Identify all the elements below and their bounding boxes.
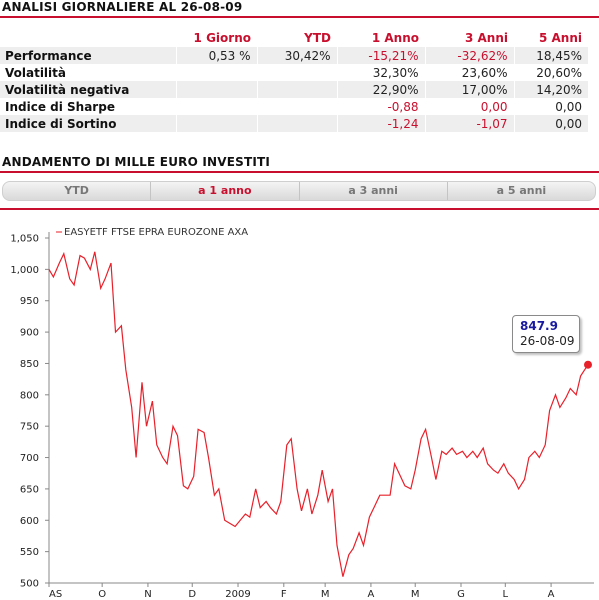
x-tick-label: O <box>98 589 106 600</box>
y-tick-label: 1,000 <box>10 265 39 276</box>
cell-ytd <box>256 115 337 132</box>
cell-3-anni: -32,62% <box>424 47 514 64</box>
row-performance: Performance 0,53 % 30,42% -15,21% -32,62… <box>0 47 588 64</box>
y-tick-label: 1,050 <box>10 234 39 245</box>
cell-1-anno: 22,90% <box>336 81 425 98</box>
col-1-anno: 1 Anno <box>371 31 419 45</box>
cell-1-anno: -1,24 <box>336 115 425 132</box>
series-line <box>48 251 589 577</box>
analysis-table: 1 Giorno YTD 1 Anno 3 Anni 5 Anni Perfor… <box>0 29 588 132</box>
cell-1-giorno: 0,53 % <box>175 47 257 64</box>
x-tick-label: L <box>503 589 509 600</box>
cell-ytd: 30,42% <box>256 47 337 64</box>
cell-1-giorno <box>175 98 257 115</box>
cell-1-giorno <box>175 81 257 98</box>
cell-5-anni: 14,20% <box>513 81 588 98</box>
y-tick-label: 500 <box>20 579 39 590</box>
tab-5-anni[interactable]: a 5 anni <box>496 184 547 197</box>
x-tick-label: 2009 <box>225 589 250 600</box>
tabs-rule <box>0 208 599 210</box>
x-tick-label: M <box>321 589 330 600</box>
y-tick-label: 900 <box>20 328 39 339</box>
row-label: Volatilità <box>5 65 66 80</box>
cell-ytd <box>256 81 337 98</box>
y-tick-label: 850 <box>20 359 39 370</box>
row-volatilita: Volatilità 32,30% 23,60% 20,60% <box>0 64 588 81</box>
x-tick-label: N <box>144 589 151 600</box>
cell-3-anni: 23,60% <box>424 64 514 81</box>
analysis-header-empty <box>0 29 176 47</box>
cell-1-anno: -0,88 <box>336 98 425 115</box>
x-tick-label: AS <box>49 589 62 600</box>
value-tooltip: 847.9 26-08-09 <box>512 315 580 353</box>
row-indice-sortino: Indice di Sortino -1,24 -1,07 0,00 <box>0 115 588 132</box>
cell-3-anni: 17,00% <box>424 81 514 98</box>
tooltip-date: 26-08-09 <box>520 334 575 348</box>
row-label: Performance <box>0 47 176 64</box>
cell-ytd <box>256 98 337 115</box>
y-tick-label: 650 <box>20 484 39 495</box>
performance-chart: 500 550 600 650 700 750 800 850 900 950 1,000 1,050… <box>10 227 594 600</box>
row-indice-sharpe: Indice di Sharpe -0,88 0,00 0,00 <box>0 98 588 115</box>
tab-1-anno[interactable]: a 1 anno <box>151 182 300 200</box>
x-tick-label: D <box>188 589 196 600</box>
row-label: Indice di Sharpe <box>5 99 115 114</box>
y-axis: 500 550 600 650 700 750 800 850 900 950 1,000 1,050 <box>10 232 50 590</box>
tooltip-value: 847.9 <box>520 319 558 333</box>
x-tick-label: A <box>368 589 375 600</box>
x-tick-label: A <box>548 589 555 600</box>
tab-3-anni[interactable]: a 3 anni <box>300 182 448 200</box>
y-tick-label: 800 <box>20 390 39 401</box>
y-tick-label: 700 <box>20 453 39 464</box>
col-1-giorno: 1 Giorno <box>193 31 251 45</box>
cell-5-anni: 0,00 <box>513 115 588 132</box>
x-tick-label: F <box>281 589 287 600</box>
period-tabs: YTD a 1 anno a 3 anni a 5 anni <box>2 181 596 201</box>
cell-1-giorno <box>175 64 257 81</box>
cell-5-anni: 20,60% <box>513 64 588 81</box>
investment-title-rule <box>0 171 599 173</box>
row-volatilita-negativa: Volatilità negativa 22,90% 17,00% 14,20% <box>0 81 588 98</box>
analysis-title: ANALISI GIORNALIERE AL 26-08-09 <box>2 0 243 14</box>
analysis-title-rule <box>0 16 599 18</box>
x-tick-label: G <box>457 589 465 600</box>
y-tick-label: 750 <box>20 422 39 433</box>
tab-ytd[interactable]: YTD <box>3 182 152 200</box>
cell-1-giorno <box>175 115 257 132</box>
row-label: Volatilità negativa <box>0 81 176 98</box>
y-tick-label: 550 <box>20 547 39 558</box>
y-tick-label: 950 <box>20 296 39 307</box>
cell-5-anni: 18,45% <box>513 47 588 64</box>
x-tick-label: M <box>411 589 420 600</box>
cell-1-anno: -15,21% <box>336 47 425 64</box>
col-ytd: YTD <box>304 31 331 45</box>
row-label: Indice di Sortino <box>0 115 176 132</box>
cell-3-anni: 0,00 <box>424 98 514 115</box>
y-tick-label: 600 <box>20 516 39 527</box>
col-3-anni: 3 Anni <box>464 31 508 45</box>
chart-legend: EASYETF FTSE EPRA EUROZONE AXA <box>56 227 248 238</box>
col-5-anni: 5 Anni <box>538 31 582 45</box>
cell-ytd <box>256 64 337 81</box>
last-point-marker[interactable] <box>584 360 592 369</box>
cell-3-anni: -1,07 <box>424 115 514 132</box>
cell-5-anni: 0,00 <box>513 98 588 115</box>
investment-title: ANDAMENTO DI MILLE EURO INVESTITI <box>2 155 271 169</box>
legend-label: EASYETF FTSE EPRA EUROZONE AXA <box>64 227 248 238</box>
analysis-header-row: 1 Giorno YTD 1 Anno 3 Anni 5 Anni <box>0 29 588 47</box>
x-axis: AS O N D 2009 F M A M G L A <box>48 582 594 600</box>
cell-1-anno: 32,30% <box>336 64 425 81</box>
